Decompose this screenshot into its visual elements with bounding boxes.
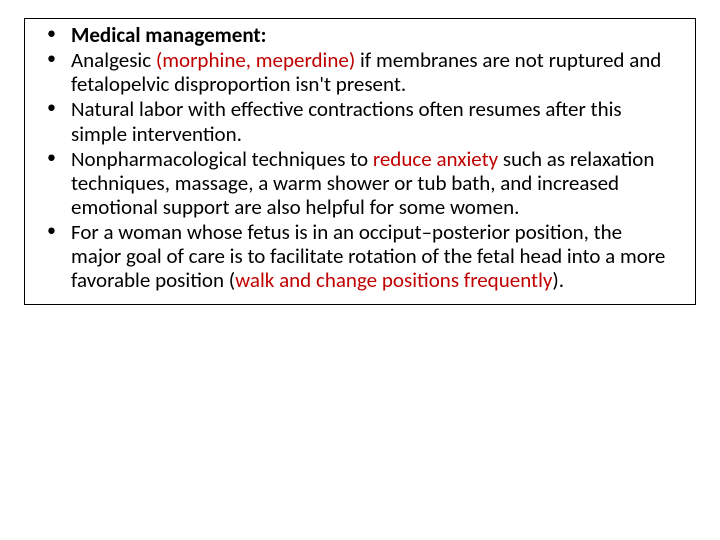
bullet-highlight: walk and change positions frequently	[235, 267, 552, 293]
bullet-highlight: (morphine, meperdine)	[156, 47, 355, 73]
list-item: For a woman whose fetus is in an occiput…	[39, 220, 677, 292]
list-item: Natural labor with effective contraction…	[39, 97, 677, 145]
bullet-text: ).	[552, 267, 564, 293]
bullet-text: Natural labor with effective contraction…	[71, 96, 622, 146]
bullet-text: Nonpharmacological techniques to	[71, 146, 373, 172]
content-box: Medical management: Analgesic (morphine,…	[24, 18, 696, 305]
bullet-heading: Medical management:	[71, 22, 266, 48]
bullet-text: Analgesic	[71, 47, 156, 73]
list-item: Nonpharmacological techniques to reduce …	[39, 147, 677, 219]
bullet-highlight: reduce anxiety	[373, 146, 498, 172]
list-item: Medical management:	[39, 23, 677, 47]
list-item: Analgesic (morphine, meperdine) if membr…	[39, 48, 677, 96]
bullet-list: Medical management: Analgesic (morphine,…	[39, 23, 677, 293]
